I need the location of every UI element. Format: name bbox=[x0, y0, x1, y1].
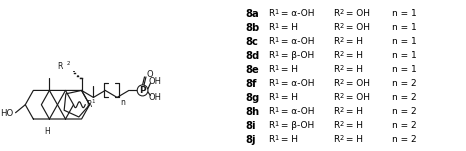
Text: = H: = H bbox=[343, 135, 363, 144]
Text: 8f: 8f bbox=[246, 79, 257, 89]
Text: 8c: 8c bbox=[246, 37, 259, 47]
Text: R: R bbox=[268, 107, 274, 116]
Text: n = 1: n = 1 bbox=[392, 65, 417, 74]
Text: R: R bbox=[268, 23, 274, 32]
Text: R: R bbox=[86, 100, 92, 109]
Text: = H: = H bbox=[278, 135, 298, 144]
Text: n = 1: n = 1 bbox=[392, 51, 417, 60]
Text: = α-OH: = α-OH bbox=[278, 9, 315, 18]
Text: = H: = H bbox=[343, 107, 363, 116]
Text: = OH: = OH bbox=[343, 93, 370, 102]
Text: = OH: = OH bbox=[343, 9, 370, 18]
Circle shape bbox=[137, 85, 148, 96]
Text: n = 1: n = 1 bbox=[392, 37, 417, 46]
Text: 2: 2 bbox=[339, 135, 343, 141]
Text: 8e: 8e bbox=[246, 65, 260, 75]
Text: n = 2: n = 2 bbox=[392, 135, 417, 144]
Text: = α-OH: = α-OH bbox=[278, 37, 315, 46]
Text: 1: 1 bbox=[274, 23, 278, 29]
Text: = H: = H bbox=[343, 121, 363, 130]
Text: R: R bbox=[334, 79, 340, 88]
Text: R: R bbox=[334, 107, 340, 116]
Text: 1: 1 bbox=[274, 79, 278, 85]
Text: 2: 2 bbox=[339, 9, 343, 15]
Text: 1: 1 bbox=[274, 107, 278, 113]
Text: R: R bbox=[334, 93, 340, 102]
Text: 2: 2 bbox=[339, 23, 343, 29]
Text: 2: 2 bbox=[339, 65, 343, 71]
Text: R: R bbox=[334, 37, 340, 46]
Text: 8b: 8b bbox=[246, 23, 260, 33]
Text: 1: 1 bbox=[274, 51, 278, 57]
Text: 1: 1 bbox=[274, 9, 278, 15]
Text: = H: = H bbox=[343, 65, 363, 74]
Text: 1: 1 bbox=[274, 37, 278, 43]
Text: R: R bbox=[268, 37, 274, 46]
Text: R: R bbox=[268, 9, 274, 18]
Text: = β-OH: = β-OH bbox=[278, 121, 314, 130]
Text: 2: 2 bbox=[339, 107, 343, 113]
Text: 2: 2 bbox=[67, 61, 70, 66]
Text: = H: = H bbox=[343, 37, 363, 46]
Text: 2: 2 bbox=[339, 51, 343, 57]
Text: 1: 1 bbox=[274, 121, 278, 127]
Text: = α-OH: = α-OH bbox=[278, 107, 315, 116]
Text: n = 1: n = 1 bbox=[392, 9, 417, 18]
Text: 1: 1 bbox=[91, 99, 95, 104]
Text: 8j: 8j bbox=[246, 135, 256, 145]
Text: n = 2: n = 2 bbox=[392, 107, 417, 116]
Text: R: R bbox=[268, 51, 274, 60]
Text: R: R bbox=[268, 121, 274, 130]
Text: OH: OH bbox=[148, 93, 161, 102]
Text: 1: 1 bbox=[274, 93, 278, 99]
Text: = OH: = OH bbox=[343, 23, 370, 32]
Text: 1: 1 bbox=[274, 135, 278, 141]
Text: R: R bbox=[334, 65, 340, 74]
Text: 8d: 8d bbox=[246, 51, 260, 61]
Text: R: R bbox=[268, 93, 274, 102]
Text: R: R bbox=[334, 121, 340, 130]
Text: R: R bbox=[334, 23, 340, 32]
Text: P: P bbox=[139, 86, 146, 95]
Text: = β-OH: = β-OH bbox=[278, 51, 314, 60]
Text: OH: OH bbox=[148, 77, 161, 86]
Text: = H: = H bbox=[278, 65, 298, 74]
Text: 2: 2 bbox=[339, 121, 343, 127]
Text: 8h: 8h bbox=[246, 107, 260, 117]
Text: n = 1: n = 1 bbox=[392, 23, 417, 32]
Text: = H: = H bbox=[278, 23, 298, 32]
Text: 2: 2 bbox=[339, 37, 343, 43]
Text: R: R bbox=[334, 135, 340, 144]
Text: R: R bbox=[58, 62, 63, 71]
Text: HO: HO bbox=[0, 109, 14, 118]
Text: = α-OH: = α-OH bbox=[278, 79, 315, 88]
Text: = OH: = OH bbox=[343, 79, 370, 88]
Text: H: H bbox=[45, 127, 50, 136]
Text: R: R bbox=[334, 9, 340, 18]
Text: R: R bbox=[268, 135, 274, 144]
Text: = H: = H bbox=[343, 51, 363, 60]
Text: n = 2: n = 2 bbox=[392, 121, 417, 130]
Text: R: R bbox=[334, 51, 340, 60]
Text: n: n bbox=[120, 98, 125, 107]
Text: O: O bbox=[147, 70, 154, 79]
Text: n = 2: n = 2 bbox=[392, 93, 417, 102]
Text: 2: 2 bbox=[339, 79, 343, 85]
Text: = H: = H bbox=[278, 93, 298, 102]
Text: 1: 1 bbox=[274, 65, 278, 71]
Text: 8i: 8i bbox=[246, 121, 256, 131]
Text: 8a: 8a bbox=[246, 9, 260, 19]
Text: R: R bbox=[268, 79, 274, 88]
Text: R: R bbox=[268, 65, 274, 74]
Text: 8g: 8g bbox=[246, 93, 260, 103]
Text: n = 2: n = 2 bbox=[392, 79, 417, 88]
Text: 2: 2 bbox=[339, 93, 343, 99]
